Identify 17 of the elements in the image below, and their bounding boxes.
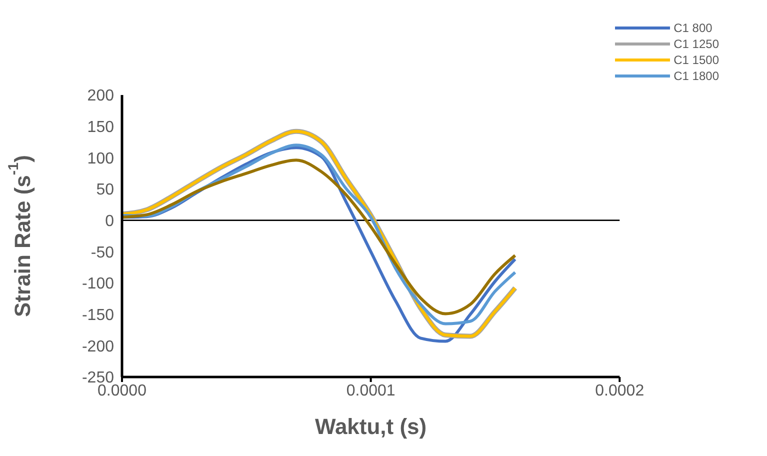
y-tick-label: 50: [96, 182, 114, 199]
x-tick-label: 0.0001: [346, 382, 396, 400]
legend-label: C1 1500: [674, 53, 719, 67]
legend-label: C1 1800: [674, 69, 719, 83]
x-tick-label: 0.0002: [595, 382, 644, 400]
y-tick-label: -150: [82, 307, 114, 324]
y-tick-label: 100: [87, 150, 114, 168]
legend-label: C1 1250: [674, 37, 719, 51]
x-tick-label: 0.0000: [98, 382, 147, 400]
y-tick-label: 0: [105, 213, 114, 230]
y-tick-label: -100: [82, 276, 114, 293]
y-tick-label: -50: [90, 244, 114, 262]
y-tick-label: 200: [87, 88, 114, 105]
legend-label: C1 800: [674, 21, 712, 35]
x-axis-title: Waktu,t (s): [315, 414, 427, 439]
y-tick-label: 150: [87, 119, 114, 136]
y-tick-label: -200: [82, 338, 114, 356]
